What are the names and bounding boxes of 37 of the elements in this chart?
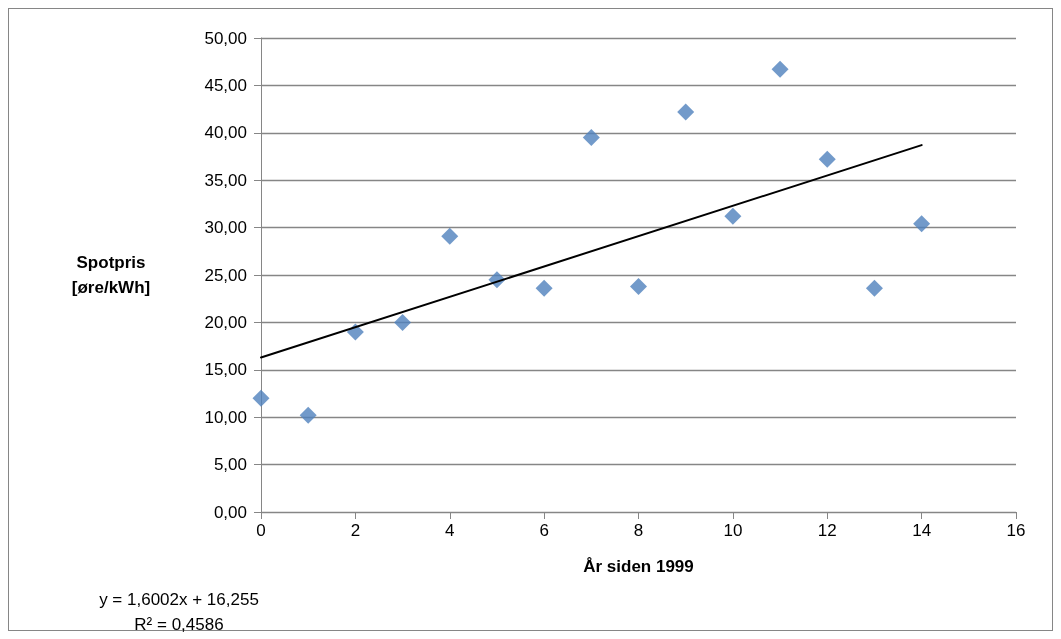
- y-tick-label: 25,00: [204, 265, 247, 285]
- y-tick-label: 45,00: [204, 75, 247, 95]
- x-tick-label: 8: [633, 521, 644, 540]
- y-tick-label: 20,00: [204, 312, 247, 332]
- point: [913, 215, 931, 233]
- x-tick-label: 2: [350, 521, 361, 540]
- point: [630, 277, 647, 295]
- y-axis-title: Spotpris [øre/kWh]: [71, 253, 151, 297]
- point: [299, 406, 317, 424]
- text: R² = 0,4586: [133, 614, 225, 636]
- point: [677, 103, 695, 121]
- y-tick-label: 15,00: [204, 360, 247, 380]
- point: [582, 129, 600, 147]
- point: [252, 389, 270, 407]
- x-axis-title: År siden 1999: [583, 557, 694, 576]
- x-tick-label: 6: [539, 521, 549, 540]
- point: [535, 279, 553, 297]
- x-tick-label: 16: [1006, 521, 1026, 540]
- y-tick-label: 40,00: [204, 123, 247, 143]
- y-tick-label: 35,00: [204, 170, 247, 190]
- text: y = 1,6002x + 16,255: [98, 589, 260, 611]
- y-tick-label: 30,00: [204, 218, 247, 238]
- point: [724, 207, 742, 225]
- y-tick-label: 5,00: [213, 455, 247, 475]
- x-tick-label: 14: [912, 521, 932, 540]
- point: [771, 60, 789, 78]
- y-tick-label: 0,00: [213, 502, 247, 522]
- point: [441, 227, 459, 245]
- point: [865, 279, 883, 297]
- x-tick-label: 10: [723, 521, 743, 540]
- point: [818, 150, 836, 168]
- x-tick-label: 0: [256, 521, 266, 540]
- point: [394, 313, 412, 331]
- y-tick-label: 50,00: [204, 28, 247, 48]
- x-tick-label: 4: [445, 521, 455, 540]
- x-tick-label: 12: [817, 521, 837, 540]
- y-tick-label: 10,00: [204, 407, 247, 427]
